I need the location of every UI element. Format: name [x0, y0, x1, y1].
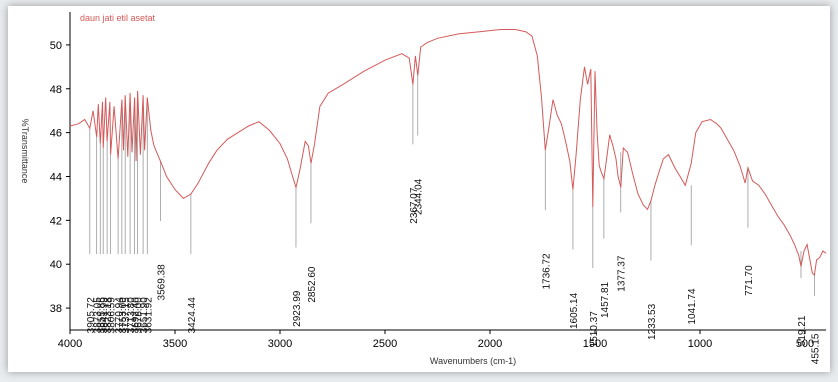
peak-label: 3841.99: [99, 297, 110, 334]
chart-frame: 38 40 42 44 46 48 50 4000 3500 3000 2500 2000 1500 10…: [8, 6, 830, 372]
peak-label: 3905.72: [86, 297, 97, 334]
y-tick-label: 50: [50, 40, 62, 52]
x-tick-label: 3000: [268, 338, 292, 350]
peak-label: 2344.04: [414, 178, 425, 215]
peak-label: 1510.37: [589, 311, 600, 348]
peak-label: 455.15: [810, 333, 821, 364]
axes: 38 40 42 44 46 48 50 4000 3500 3000 2500 2000 1500 10…: [50, 12, 826, 350]
peak-label: 3631.92: [143, 297, 154, 334]
peak-label: 1457.81: [600, 281, 611, 318]
peak-label: 3737.15: [121, 297, 132, 334]
peak-label: 2852.60: [307, 266, 318, 303]
y-tick-label: 44: [50, 171, 62, 183]
peak-label: 3569.38: [156, 264, 167, 301]
ir-spectrum-chart: 38 40 42 44 46 48 50 4000 3500 3000 2500 2000 1500 10…: [20, 12, 827, 366]
peak-label: 3855.85: [96, 297, 107, 334]
x-tick-label: 500: [796, 338, 814, 350]
legend-entry: daun jati etil asetat: [80, 13, 156, 23]
y-tick-label: 46: [50, 128, 62, 140]
peak-leader-lines: [89, 75, 815, 296]
peak-label: 3770.94: [114, 297, 125, 334]
peak-label: 3692.40: [131, 297, 142, 334]
peak-label: 3806.59: [107, 297, 118, 334]
x-tick-label: 3500: [163, 338, 187, 350]
y-tick-label: 38: [50, 303, 62, 315]
peak-label: 3753.00: [118, 297, 129, 334]
peak-label: 1736.72: [541, 253, 552, 290]
x-tick-label: 2000: [478, 338, 502, 350]
peak-label: 3713.80: [126, 297, 137, 334]
spectrum-series-line: [69, 29, 827, 277]
peak-label: 3424.44: [187, 297, 198, 334]
x-tick-label: 2500: [373, 338, 397, 350]
y-tick-label: 42: [50, 215, 62, 227]
peak-label: 1605.14: [569, 292, 580, 329]
y-tick-label: 48: [50, 84, 62, 96]
peak-label: 3651.90: [139, 297, 150, 334]
x-tick-label: 1500: [583, 338, 607, 350]
peak-label: 3678.00: [134, 297, 145, 334]
peak-label: 2923.99: [292, 290, 303, 327]
y-tick-label: 40: [50, 259, 62, 271]
peak-label: 3873.05: [93, 297, 104, 334]
peak-label: 2367.07: [409, 187, 420, 224]
peak-label: 1041.74: [687, 288, 698, 325]
peak-label: 519.21: [797, 315, 808, 346]
peak-label: 771.70: [744, 265, 755, 296]
peak-label: 1377.37: [617, 255, 628, 292]
x-axis-title: Wavenumbers (cm-1): [430, 356, 516, 366]
x-tick-label: 4000: [58, 338, 82, 350]
peak-labels: 3905.723873.053855.853841.993823.183806.…: [86, 178, 822, 364]
x-tick-label: 1000: [688, 338, 712, 350]
peak-label: 1233.53: [647, 303, 658, 340]
y-axis-title: %Transmittance: [20, 119, 30, 184]
peak-label: 3823.18: [103, 297, 114, 334]
